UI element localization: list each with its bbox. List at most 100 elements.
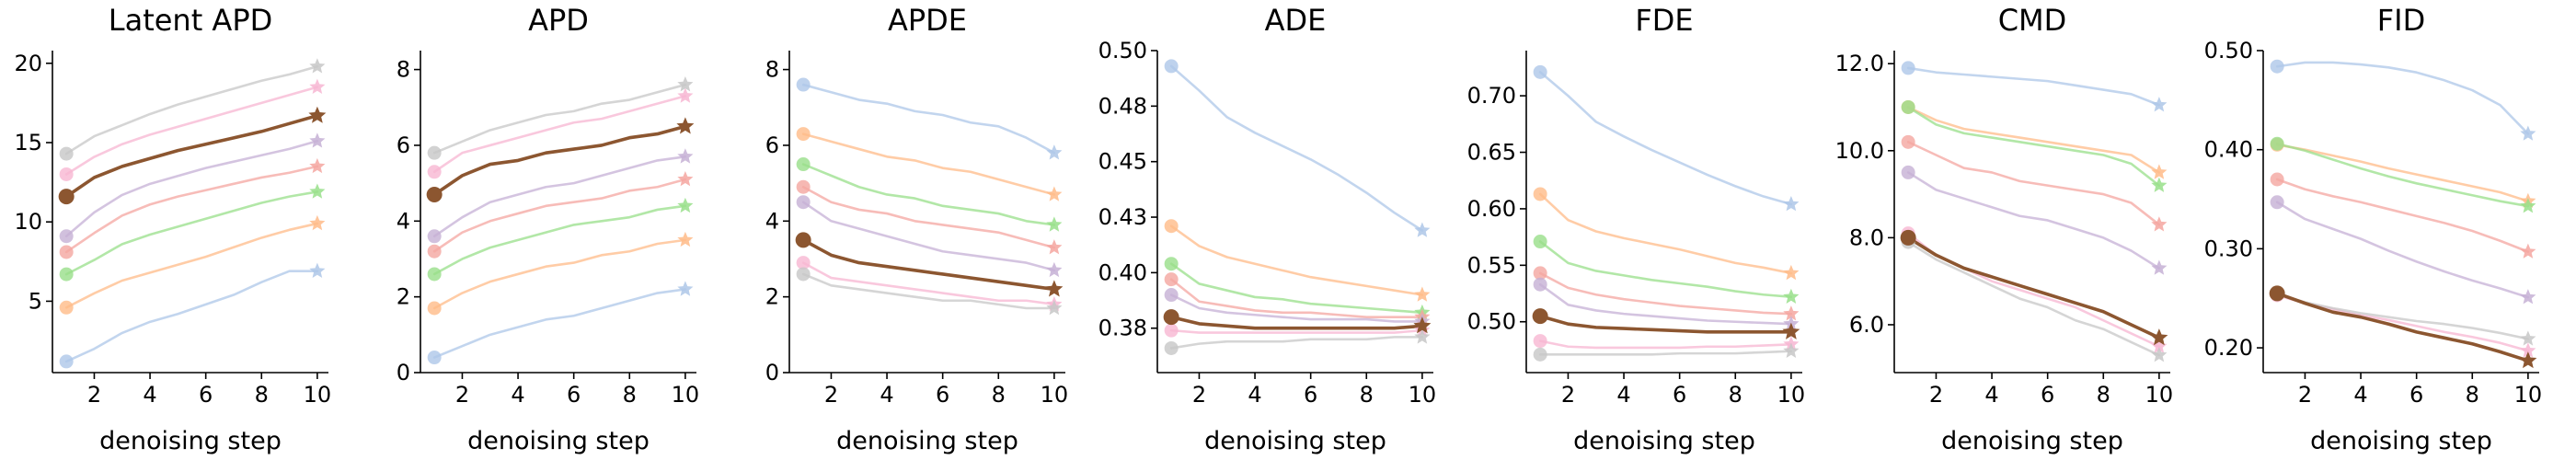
series-line-1 bbox=[1169, 224, 1424, 296]
chart-title: FID bbox=[2377, 3, 2425, 38]
series-line-5 bbox=[432, 95, 687, 174]
series-end-point-1 bbox=[1414, 286, 1431, 302]
series-start-point-2 bbox=[2270, 136, 2284, 151]
series-start-point-7 bbox=[1532, 308, 1548, 325]
series-end-point-2 bbox=[2520, 198, 2536, 213]
x-tick-label: 10 bbox=[1409, 382, 1437, 408]
series-start-point-5 bbox=[796, 256, 811, 270]
series-start-point-3 bbox=[1533, 266, 1547, 281]
series-start-point-3 bbox=[1901, 134, 1915, 149]
series-end-point-3 bbox=[677, 171, 694, 187]
y-tick-label: 10 bbox=[14, 209, 42, 235]
y-tick-label: 8 bbox=[397, 57, 410, 83]
series-end-point-6 bbox=[1783, 342, 1800, 358]
series-line-4 bbox=[2275, 201, 2530, 299]
series-end-point-7 bbox=[1413, 316, 1432, 334]
series-start-point-7 bbox=[795, 232, 811, 248]
y-tick-label: 2 bbox=[397, 284, 410, 310]
series-end-point-1 bbox=[309, 214, 326, 231]
series-start-point-3 bbox=[59, 245, 74, 259]
series-line-5 bbox=[64, 86, 319, 176]
y-tick-label: 0 bbox=[765, 360, 779, 385]
y-tick-label: 5 bbox=[29, 288, 42, 314]
series-line-6 bbox=[64, 64, 319, 155]
series-line-3 bbox=[1169, 278, 1424, 318]
series-end-point-0 bbox=[1414, 222, 1431, 237]
series-line-6 bbox=[2275, 293, 2530, 340]
series-end-point-6 bbox=[2520, 330, 2536, 346]
y-tick-label: 12.0 bbox=[1835, 51, 1884, 76]
series-line-4 bbox=[1906, 171, 2161, 270]
x-axis-label: denoising step bbox=[99, 427, 282, 455]
series-line-4 bbox=[432, 155, 687, 238]
x-axis-label: denoising step bbox=[467, 427, 650, 455]
y-tick-label: 0.60 bbox=[1467, 196, 1516, 222]
series-end-point-7 bbox=[676, 117, 695, 134]
series-line-3 bbox=[2275, 178, 2530, 253]
series-line-7 bbox=[1538, 314, 1793, 334]
x-tick-label: 2 bbox=[1929, 382, 1943, 408]
series-end-point-1 bbox=[677, 231, 694, 247]
x-tick-label: 2 bbox=[1192, 382, 1206, 408]
series-start-point-4 bbox=[427, 229, 442, 244]
series-end-point-4 bbox=[2151, 259, 2168, 275]
series-end-point-2 bbox=[677, 197, 694, 213]
series-end-point-4 bbox=[1046, 261, 1063, 278]
x-axis-label: denoising step bbox=[1573, 427, 1755, 455]
series-end-point-7 bbox=[2150, 328, 2168, 346]
series-end-point-6 bbox=[2151, 347, 2168, 362]
series-start-point-1 bbox=[796, 127, 811, 142]
series-start-point-4 bbox=[2270, 195, 2284, 210]
series-start-point-2 bbox=[1901, 99, 1915, 114]
series-end-point-5 bbox=[2520, 342, 2536, 358]
series-start-point-7 bbox=[1900, 229, 1916, 246]
series-line-3 bbox=[1538, 271, 1793, 316]
series-end-point-4 bbox=[677, 148, 694, 164]
series-line-7 bbox=[2275, 292, 2530, 362]
series-line-3 bbox=[432, 178, 687, 253]
series-end-point-0 bbox=[1783, 196, 1800, 212]
series-start-point-3 bbox=[1164, 272, 1179, 287]
series-line-0 bbox=[2275, 61, 2530, 135]
series-start-point-2 bbox=[427, 267, 442, 282]
series-line-7 bbox=[1169, 315, 1424, 330]
series-line-2 bbox=[1169, 262, 1424, 315]
series-end-point-2 bbox=[1046, 216, 1063, 232]
y-tick-label: 0.30 bbox=[2204, 236, 2253, 261]
y-tick-label: 20 bbox=[14, 51, 42, 76]
chart-panel-3: ADE 2 4 6 8 10 0.38 0.40 0.43 0.45 0.48 0.50 denoisi… bbox=[1098, 3, 1437, 455]
x-tick-label: 6 bbox=[1673, 382, 1686, 408]
y-tick-label: 0.45 bbox=[1098, 149, 1147, 175]
x-tick-label: 4 bbox=[880, 382, 893, 408]
series-start-point-3 bbox=[427, 244, 442, 259]
series-line-5 bbox=[1169, 328, 1424, 334]
series-line-2 bbox=[1538, 240, 1793, 299]
series-line-2 bbox=[432, 204, 687, 276]
series-line-3 bbox=[1906, 141, 2161, 226]
series-line-0 bbox=[1169, 64, 1424, 232]
series-line-1 bbox=[64, 222, 319, 309]
series-end-point-1 bbox=[1783, 264, 1800, 281]
series-line-3 bbox=[801, 185, 1056, 249]
chart-title: APDE bbox=[888, 3, 967, 38]
x-tick-label: 8 bbox=[255, 382, 269, 408]
series-end-point-6 bbox=[1046, 300, 1063, 316]
x-tick-label: 10 bbox=[1777, 382, 1806, 408]
series-start-point-0 bbox=[427, 351, 442, 365]
x-tick-label: 8 bbox=[2097, 382, 2110, 408]
chart-panel-4: FDE 2 4 6 8 10 0.50 0.55 0.60 0.65 0.70 denoising s… bbox=[1467, 3, 1806, 455]
series-line-4 bbox=[801, 201, 1056, 272]
x-tick-label: 2 bbox=[1561, 382, 1575, 408]
series-end-point-1 bbox=[1046, 186, 1063, 201]
chart-title: CMD bbox=[1998, 3, 2067, 38]
y-tick-label: 0.38 bbox=[1098, 316, 1147, 341]
x-tick-label: 10 bbox=[672, 382, 700, 408]
series-line-4 bbox=[1169, 293, 1424, 323]
series-start-point-0 bbox=[796, 77, 811, 92]
series-end-point-0 bbox=[1046, 144, 1063, 160]
series-end-point-3 bbox=[2151, 216, 2168, 232]
chart-title: Latent APD bbox=[109, 3, 273, 38]
series-line-0 bbox=[801, 83, 1056, 155]
series-end-point-5 bbox=[677, 87, 694, 103]
series-start-point-2 bbox=[59, 267, 74, 282]
